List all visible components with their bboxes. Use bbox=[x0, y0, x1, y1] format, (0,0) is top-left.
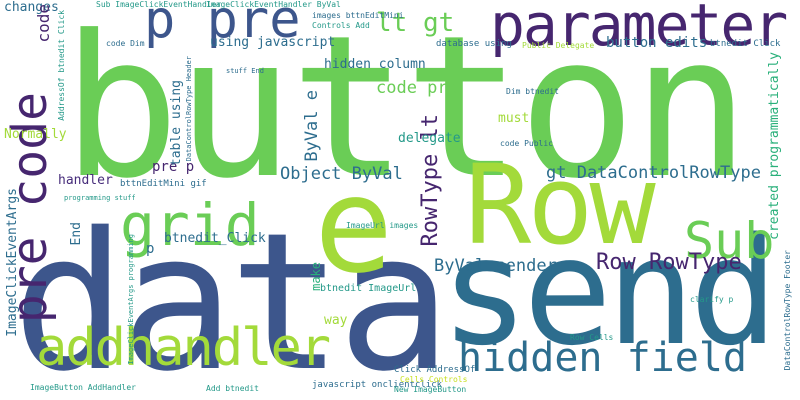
word-p: p bbox=[146, 241, 155, 257]
word-code-public: code Public bbox=[500, 139, 553, 148]
word-imageclickeventargs: ImageClickEventArgs bbox=[5, 188, 20, 337]
word-imagebutton-addhandler: ImageButton AddHandler bbox=[30, 383, 136, 392]
word-normally: Normally bbox=[4, 127, 67, 142]
word-btnedit-click-small: btnedit Click bbox=[710, 39, 781, 49]
word-end: End bbox=[69, 222, 84, 246]
word-parameter: parameter bbox=[490, 0, 788, 59]
word-database-using: database using bbox=[436, 39, 512, 49]
word-table-using: table using bbox=[169, 80, 184, 167]
word-gt-datacontrolrowtype: gt DataControlRowType bbox=[546, 163, 761, 183]
word-clarify-p: clarify p bbox=[690, 295, 734, 304]
word-p-pre: p pre bbox=[144, 0, 301, 50]
word-e: e bbox=[314, 149, 394, 303]
word-imageurl-images: ImageUrl images bbox=[346, 221, 419, 230]
word-hidden-column: hidden column bbox=[324, 57, 426, 72]
word-public-delegate: Public Delegate bbox=[522, 41, 595, 50]
word-lt-gt: lt gt bbox=[376, 8, 455, 38]
word-sub-imageclickeventhandler: Sub ImageClickEventHandler bbox=[96, 0, 222, 9]
word-code-pre: code pre bbox=[376, 78, 458, 98]
word-button: button bbox=[62, 0, 750, 222]
word-data: data bbox=[12, 192, 452, 400]
word-using-javascript: using javascript bbox=[210, 35, 336, 50]
word-btnedit-click: btnedit_Click bbox=[164, 231, 266, 246]
word-btnedit-imageurl: btnedit ImageUrl bbox=[320, 283, 417, 294]
word-send: send bbox=[440, 206, 778, 378]
word-object-byval: Object ByVal bbox=[280, 164, 403, 184]
word-handler: handler bbox=[58, 173, 113, 188]
word-imageclickeventargs-programming: ImageClickEventArgs programming bbox=[127, 234, 135, 365]
word-click-addressof: Click AddressOf bbox=[394, 365, 476, 375]
word-hidden-field: hidden field bbox=[458, 335, 747, 381]
word-imageclickeventhandler-byval: ImageClickEventHandler ByVal bbox=[206, 0, 341, 9]
word-controls-add: Controls Add bbox=[312, 21, 370, 30]
word-images-bttneditmini: images bttnEditMini bbox=[312, 11, 404, 20]
word-row-rowtype: Row RowType bbox=[596, 250, 742, 275]
word-bttneditmini-gif: bttnEditMini gif bbox=[120, 179, 207, 189]
word-datacontrolrowtype-footer: DataControlRowType Footer bbox=[783, 250, 792, 371]
word-created-programmatically: created programmatically bbox=[767, 52, 782, 240]
word-addhandler: addhandler bbox=[36, 318, 331, 378]
word-changes: changes bbox=[4, 0, 59, 15]
word-addressof-btnedit-click: AddressOf btnedit Click bbox=[57, 10, 66, 121]
word-row: Row bbox=[465, 141, 656, 269]
word-javascript-onclientclick: javascript onclientclick bbox=[312, 380, 443, 390]
word-add-btnedit: Add btnedit bbox=[206, 384, 259, 393]
word-cells-controls: Cells Controls bbox=[400, 375, 468, 384]
word-datacontrolrowtype-header: DataControlRowType Header bbox=[185, 56, 193, 162]
word-byval-e: ByVal e bbox=[302, 90, 322, 162]
word-button-edits: button edits bbox=[606, 35, 708, 51]
word-grid: grid bbox=[120, 191, 260, 259]
word-sub: Sub bbox=[684, 212, 775, 270]
word-dim-btnedit: Dim btnedit bbox=[506, 87, 559, 96]
word-code-dim: code Dim bbox=[106, 39, 145, 48]
word-new-imagebutton: New ImageButton bbox=[394, 385, 467, 394]
word-delegate: delegate bbox=[398, 131, 461, 146]
word-programming-stuff: programming stuff bbox=[64, 194, 136, 202]
word-pre-p: pre p bbox=[152, 159, 195, 175]
word-stuff-end: stuff End bbox=[226, 67, 264, 75]
word-code: code bbox=[34, 4, 53, 43]
word-way: way bbox=[324, 313, 348, 328]
word-byval-sender: ByVal sender bbox=[434, 256, 557, 276]
word-row-cells: Row Cells bbox=[570, 333, 614, 342]
word-must: must bbox=[498, 111, 530, 126]
